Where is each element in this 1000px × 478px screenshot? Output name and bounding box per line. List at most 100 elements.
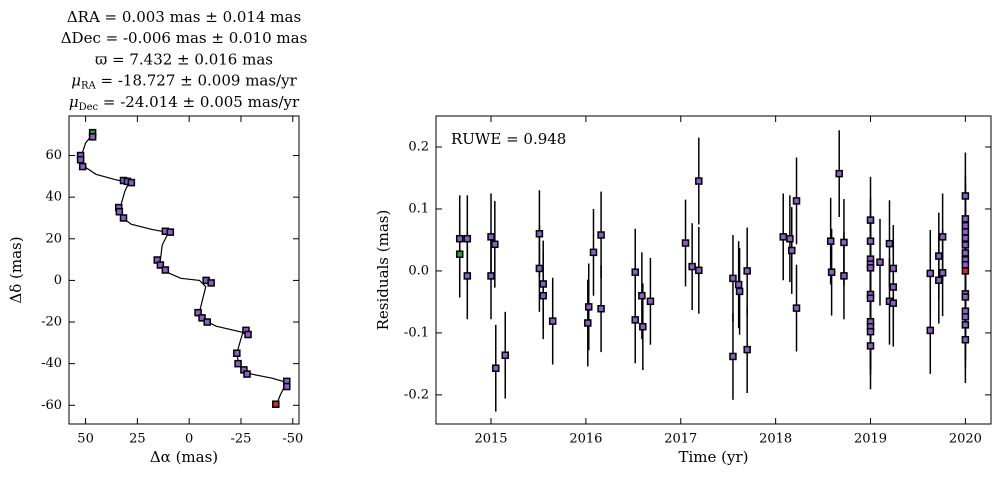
data-point xyxy=(194,308,202,317)
data-point xyxy=(926,326,935,335)
x-tick-label: 2015 xyxy=(474,432,507,447)
title-symbol: μ xyxy=(71,72,81,90)
data-point xyxy=(584,319,592,327)
x-tick-label: 50 xyxy=(77,432,94,447)
y-tick-label: -0.1 xyxy=(404,325,429,340)
data-point xyxy=(76,155,85,164)
x-tick-label: 25 xyxy=(129,432,146,447)
title-line: μDec = -24.014 ± 0.005 mas/yr xyxy=(69,93,300,113)
data-point xyxy=(961,228,970,236)
x-tick-label: -25 xyxy=(231,432,252,447)
data-point xyxy=(539,291,547,300)
title-line: ΔDec = -0.006 mas ± 0.010 mas xyxy=(61,29,308,47)
data-point xyxy=(198,314,206,322)
data-point xyxy=(492,364,500,372)
data-point xyxy=(889,264,898,273)
data-point xyxy=(729,352,737,361)
x-tick-label: 2016 xyxy=(569,432,602,447)
data-point xyxy=(866,237,875,245)
title-line: ϖ = 7.432 ± 0.016 mas xyxy=(95,50,273,68)
data-point xyxy=(961,267,970,275)
x-tick-label: 2017 xyxy=(664,432,697,447)
data-point xyxy=(161,266,170,274)
data-point xyxy=(961,335,970,344)
data-point xyxy=(548,317,557,325)
data-point xyxy=(735,287,744,296)
data-point xyxy=(926,269,935,278)
data-point xyxy=(166,228,175,236)
data-point xyxy=(491,240,499,249)
model-track xyxy=(80,132,288,406)
x-axis-label: Δα (mas) xyxy=(150,448,218,466)
data-point xyxy=(688,262,696,271)
title-symbol: μ xyxy=(69,93,79,111)
y-tick-label: -40 xyxy=(41,356,62,371)
data-point xyxy=(961,293,970,301)
data-point xyxy=(840,272,848,280)
data-point xyxy=(961,215,970,223)
data-point xyxy=(244,330,252,339)
data-point xyxy=(743,267,751,275)
data-point xyxy=(115,207,124,216)
data-point xyxy=(631,316,639,324)
data-point xyxy=(961,313,970,321)
y-tick-label: 0.2 xyxy=(408,139,429,154)
data-point xyxy=(463,272,472,280)
data-point xyxy=(207,279,215,287)
y-tick-label: 60 xyxy=(45,148,62,163)
data-point xyxy=(779,233,787,241)
data-point xyxy=(961,241,970,249)
x-axis-label: Time (yr) xyxy=(678,448,748,466)
data-point xyxy=(786,234,794,243)
data-point xyxy=(826,237,835,245)
data-point xyxy=(234,359,242,368)
data-point xyxy=(78,162,87,171)
y-tick-label: 0 xyxy=(54,273,62,288)
data-point xyxy=(88,133,97,141)
data-point xyxy=(866,327,875,336)
data-point xyxy=(535,264,544,273)
data-point xyxy=(681,239,690,247)
data-point xyxy=(233,349,241,357)
data-point xyxy=(695,177,703,185)
data-point xyxy=(584,303,593,311)
data-point xyxy=(938,233,947,241)
data-point xyxy=(961,321,970,329)
title-subscript: Dec xyxy=(79,101,99,112)
data-point xyxy=(119,214,128,222)
data-point xyxy=(501,351,510,359)
plot-frame xyxy=(68,115,300,425)
data-point xyxy=(455,250,464,258)
data-point xyxy=(866,264,875,272)
data-point xyxy=(535,229,544,238)
y-axis-label: Δδ (mas) xyxy=(7,236,25,303)
data-point xyxy=(243,370,251,378)
title-rest: = -24.014 ± 0.005 mas/yr xyxy=(98,93,300,111)
data-point xyxy=(889,283,898,291)
data-point xyxy=(866,294,875,302)
data-point xyxy=(127,178,136,187)
y-tick-label: -20 xyxy=(41,315,62,330)
data-point xyxy=(792,304,801,312)
data-point xyxy=(639,322,647,331)
data-point xyxy=(539,280,547,288)
data-point xyxy=(597,304,605,313)
data-point xyxy=(866,216,875,224)
y-tick-label: 0.1 xyxy=(408,201,429,216)
data-point xyxy=(695,266,703,275)
title-line: μRA = -18.727 ± 0.009 mas/yr xyxy=(71,72,297,92)
data-point xyxy=(885,239,894,248)
data-point xyxy=(889,299,898,307)
data-point xyxy=(646,297,655,306)
title-line: ΔRA = 0.003 mas ± 0.014 mas xyxy=(67,8,301,26)
data-point xyxy=(597,231,605,239)
data-point xyxy=(743,345,751,354)
data-point xyxy=(835,169,843,178)
data-point xyxy=(487,233,495,241)
data-point xyxy=(631,268,639,276)
x-tick-label: 0 xyxy=(185,432,193,447)
data-point xyxy=(203,318,211,326)
data-point xyxy=(840,238,848,247)
y-tick-label: -0.2 xyxy=(404,387,429,402)
